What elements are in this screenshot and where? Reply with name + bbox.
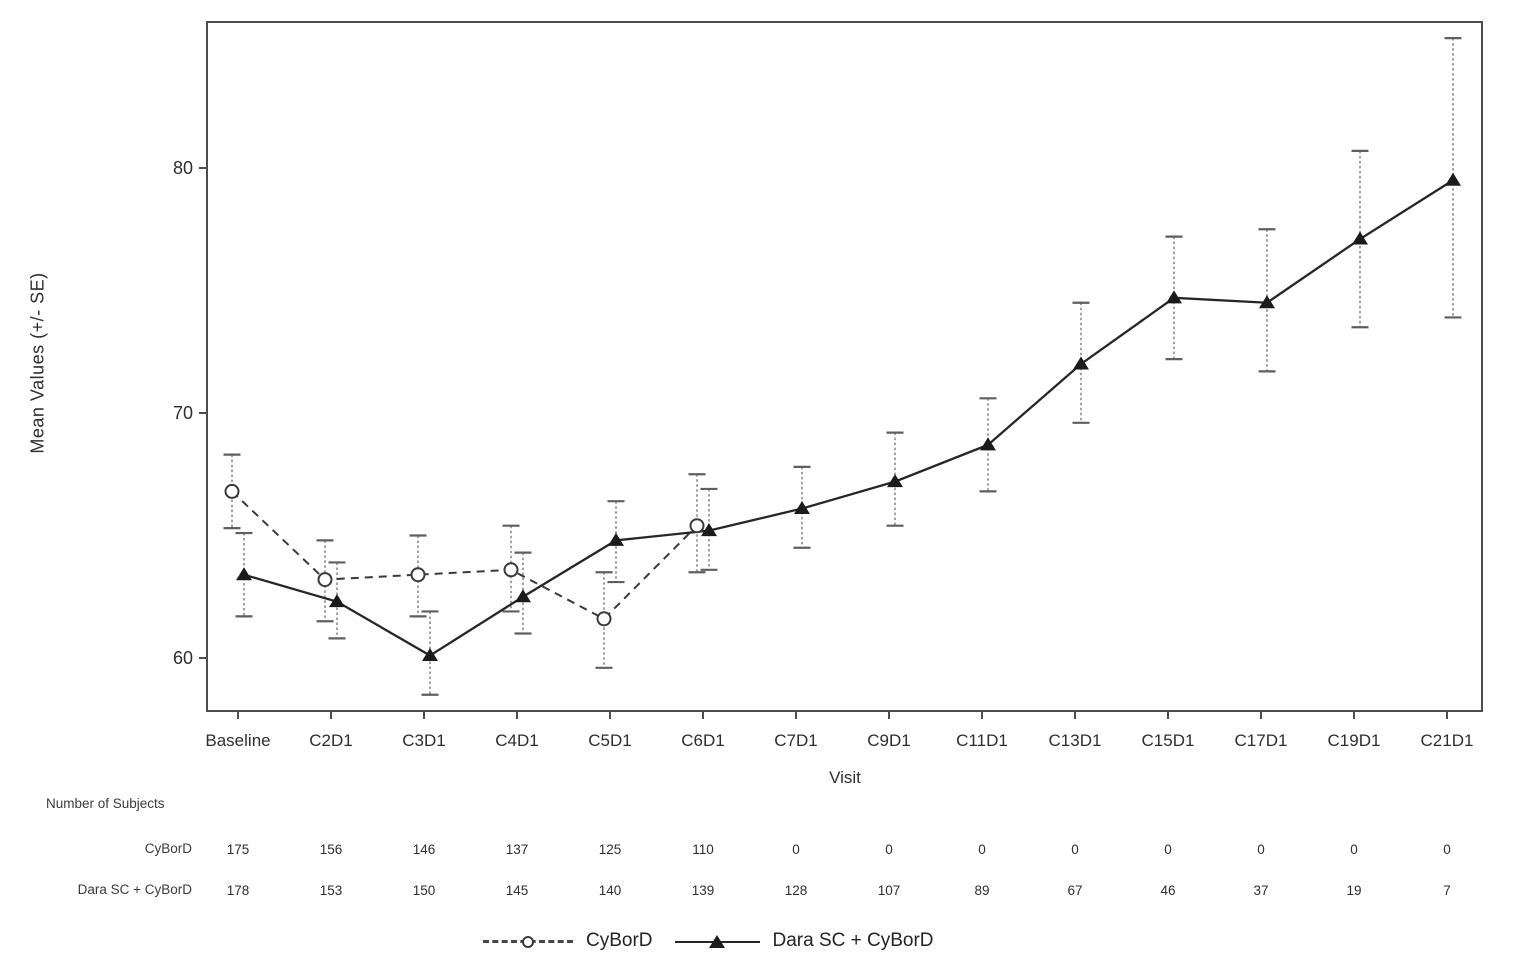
y-tick-label: 70 bbox=[173, 403, 193, 423]
subjects-count-dara: 178 bbox=[227, 883, 250, 898]
filled-triangle-marker-icon bbox=[709, 935, 726, 948]
subjects-count-cybord: 125 bbox=[599, 842, 622, 857]
x-tick-label: C6D1 bbox=[681, 731, 724, 750]
subjects-count-dara: 153 bbox=[320, 883, 343, 898]
legend-dara-swatch bbox=[674, 932, 760, 950]
subjects-count-dara: 7 bbox=[1443, 883, 1451, 898]
cybord-data-point bbox=[317, 572, 333, 588]
dara-data-point bbox=[701, 523, 717, 537]
x-tick-label: Baseline bbox=[205, 731, 270, 750]
dara-data-point bbox=[608, 532, 624, 546]
dara-data-point bbox=[329, 594, 345, 608]
subjects-count-dara: 89 bbox=[974, 883, 989, 898]
subjects-count-cybord: 175 bbox=[227, 842, 250, 857]
legend-label-cybord: CyBorD bbox=[586, 930, 653, 951]
subjects-count-cybord: 0 bbox=[1443, 842, 1451, 857]
subjects-table-header: Number of Subjects bbox=[46, 796, 165, 811]
cybord-data-point bbox=[689, 518, 705, 534]
subjects-count-dara: 107 bbox=[878, 883, 901, 898]
x-tick-label: C11D1 bbox=[956, 731, 1008, 750]
x-tick-label: C3D1 bbox=[402, 731, 445, 750]
subjects-count-cybord: 0 bbox=[1164, 842, 1172, 857]
dara-data-point bbox=[515, 589, 531, 603]
cybord-data-point bbox=[596, 611, 612, 627]
y-axis-title: Mean Values (+/- SE) bbox=[27, 272, 48, 454]
dara-data-point bbox=[422, 648, 438, 662]
open-circle-marker-icon bbox=[522, 935, 534, 948]
dara-data-point bbox=[1445, 172, 1461, 186]
x-tick-label: C15D1 bbox=[1142, 731, 1195, 750]
x-tick-label: C2D1 bbox=[309, 731, 352, 750]
x-tick-label: C9D1 bbox=[867, 731, 910, 750]
subjects-count-dara: 145 bbox=[506, 883, 529, 898]
x-tick-label: C5D1 bbox=[588, 731, 631, 750]
dara-data-point bbox=[794, 501, 810, 515]
chart-legend: CyBorD Dara SC + CyBorD bbox=[483, 924, 934, 958]
x-tick-label: C13D1 bbox=[1049, 731, 1102, 750]
legend-label-dara: Dara SC + CyBorD bbox=[772, 930, 934, 951]
legend-cybord-swatch bbox=[483, 932, 573, 950]
subjects-count-cybord: 0 bbox=[885, 842, 893, 857]
subjects-count-cybord: 156 bbox=[320, 842, 343, 857]
x-tick-label: C21D1 bbox=[1421, 731, 1474, 750]
subjects-count-cybord: 0 bbox=[792, 842, 800, 857]
subjects-count-dara: 37 bbox=[1253, 883, 1268, 898]
subjects-count-cybord: 110 bbox=[692, 842, 714, 857]
x-tick-label: C7D1 bbox=[774, 731, 817, 750]
x-tick-label: C19D1 bbox=[1328, 731, 1381, 750]
dara-data-point bbox=[236, 567, 252, 581]
subjects-row-label-dara: Dara SC + CyBorD bbox=[77, 882, 192, 897]
cybord-series-line bbox=[231, 490, 698, 621]
subjects-count-dara: 150 bbox=[413, 883, 436, 898]
dara-data-point bbox=[887, 474, 903, 488]
dara-data-point bbox=[1352, 231, 1368, 245]
dara-data-point bbox=[980, 437, 996, 451]
x-tick-label: C4D1 bbox=[495, 731, 538, 750]
subjects-count-cybord: 146 bbox=[413, 842, 436, 857]
subjects-count-dara: 46 bbox=[1160, 883, 1175, 898]
x-axis-title: Visit bbox=[829, 768, 861, 787]
x-tick-label: C17D1 bbox=[1235, 731, 1288, 750]
subjects-count-cybord: 0 bbox=[1350, 842, 1358, 857]
dara-data-point bbox=[1259, 295, 1275, 309]
y-tick-label: 60 bbox=[173, 648, 193, 668]
subjects-count-cybord: 0 bbox=[1257, 842, 1265, 857]
plot-border bbox=[206, 21, 1483, 712]
subjects-count-cybord: 0 bbox=[978, 842, 986, 857]
cybord-data-point bbox=[224, 483, 240, 499]
subjects-count-cybord: 137 bbox=[506, 842, 529, 857]
dara-data-point bbox=[1073, 356, 1089, 370]
cybord-data-point bbox=[410, 567, 426, 583]
dara-data-point bbox=[1166, 290, 1182, 304]
subjects-count-dara: 140 bbox=[599, 883, 622, 898]
subjects-row-label-cybord: CyBorD bbox=[144, 841, 192, 856]
subjects-count-dara: 128 bbox=[785, 883, 808, 898]
subjects-count-dara: 67 bbox=[1067, 883, 1082, 898]
y-tick-label: 80 bbox=[173, 158, 193, 178]
subjects-count-dara: 139 bbox=[692, 883, 715, 898]
subjects-count-dara: 19 bbox=[1346, 883, 1361, 898]
dara-series-line bbox=[243, 179, 1454, 657]
subjects-count-cybord: 0 bbox=[1071, 842, 1079, 857]
cybord-data-point bbox=[503, 562, 519, 578]
